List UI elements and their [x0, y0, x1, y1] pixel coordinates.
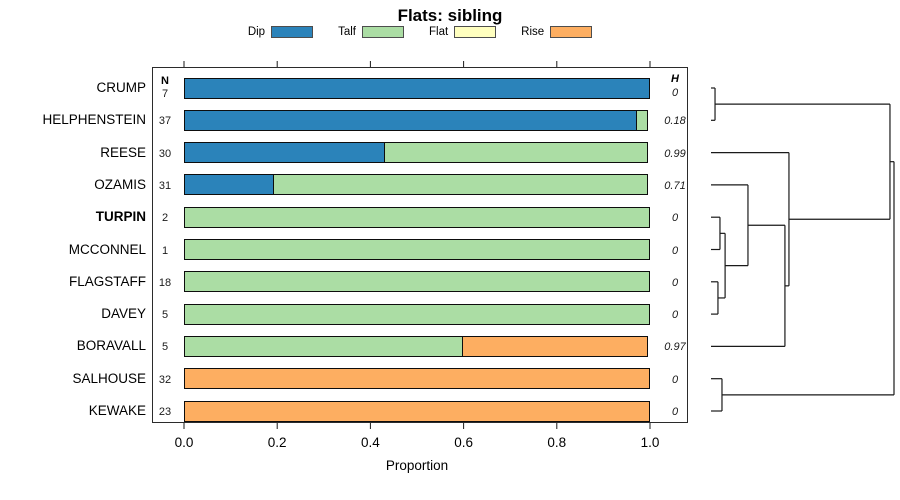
n-value: 30 — [158, 147, 172, 160]
n-value: 1 — [161, 244, 169, 257]
legend-swatch — [550, 26, 593, 38]
n-column-header: N — [161, 75, 169, 87]
bar-segment-talf — [184, 303, 650, 325]
h-column-header: H — [671, 73, 679, 85]
bar-segment-talf — [384, 142, 649, 164]
row-label-ozamis: OZAMIS — [94, 176, 146, 192]
legend-item-flat: Flat — [428, 26, 497, 38]
bar-segment-talf — [184, 271, 650, 293]
bar-segment-talf — [635, 109, 649, 131]
stacked-bar-salhouse — [184, 368, 650, 390]
stacked-bar-helphenstein — [184, 109, 650, 131]
row-label-salhouse: SALHOUSE — [72, 370, 146, 386]
n-value: 7 — [161, 88, 169, 100]
legend-item-rise: Rise — [521, 26, 593, 38]
h-value: 0.18 — [664, 115, 686, 128]
n-value: 2 — [161, 212, 169, 225]
plot-frame — [152, 67, 688, 423]
legend-swatch — [271, 26, 314, 38]
n-value: 31 — [158, 179, 172, 192]
h-value: 0 — [671, 212, 679, 225]
n-value: 37 — [158, 115, 172, 128]
bar-segment-talf — [184, 206, 650, 228]
stacked-bar-flagstaff — [184, 271, 650, 293]
h-value: 0.99 — [664, 147, 686, 160]
row-label-flagstaff: FLAGSTAFF — [68, 273, 146, 289]
bar-segment-dip — [184, 77, 650, 99]
bar-segment-talf — [184, 239, 650, 260]
legend-item-talf: Talf — [338, 26, 404, 38]
h-value: 0 — [671, 373, 679, 386]
x-axis-tick-label: 0.8 — [547, 435, 567, 450]
x-axis-tick-label: 0.4 — [361, 435, 380, 450]
h-value: 0 — [671, 276, 679, 289]
x-axis-label: Proportion — [385, 458, 449, 473]
stacked-bar-kewake — [184, 400, 650, 422]
h-value: 0 — [671, 87, 679, 99]
row-label-mcconnel: MCCONNEL — [68, 241, 146, 257]
h-value: 0 — [671, 244, 679, 257]
row-label-kewake: KEWAKE — [88, 403, 146, 418]
n-value: 18 — [158, 276, 172, 289]
h-value: 0 — [671, 309, 679, 322]
n-value: 5 — [161, 309, 169, 322]
x-axis-tick-label: 0.2 — [267, 435, 287, 450]
n-value: 23 — [158, 406, 172, 418]
h-value: 0 — [671, 406, 679, 418]
stacked-bar-boravall — [184, 335, 650, 357]
stacked-bar-turpin — [184, 206, 650, 228]
h-value: 0.97 — [664, 341, 686, 354]
stacked-bar-ozamis — [184, 174, 650, 196]
chart-legend: Dip Talf Flat Rise — [0, 26, 840, 38]
legend-label: Flat — [428, 26, 449, 38]
row-label-boravall: BORAVALL — [76, 338, 146, 354]
bar-segment-rise — [184, 368, 650, 390]
x-axis-tick-label: 0.0 — [174, 435, 194, 450]
legend-item-dip: Dip — [247, 26, 314, 38]
row-label-turpin: TURPIN — [95, 209, 146, 225]
legend-label: Dip — [247, 26, 266, 38]
row-label-davey: DAVEY — [101, 306, 146, 322]
stacked-bar-crump — [184, 77, 650, 99]
n-value: 5 — [161, 341, 169, 354]
legend-label: Rise — [521, 26, 545, 38]
stacked-bar-reese — [184, 142, 650, 164]
stacked-bar-davey — [184, 303, 650, 325]
x-axis-tick-label: 1.0 — [640, 435, 660, 450]
h-value: 0.71 — [664, 179, 686, 192]
n-value: 32 — [158, 373, 172, 386]
bar-segment-rise — [184, 400, 650, 422]
x-axis-tick-label: 0.6 — [454, 435, 473, 450]
row-label-crump: CRUMP — [96, 80, 147, 95]
chart-title: Flats: sibling — [397, 6, 503, 25]
row-label-reese: REESE — [100, 144, 146, 160]
legend-swatch — [361, 26, 404, 38]
legend-swatch — [454, 26, 497, 38]
stacked-bar-mcconnel — [184, 239, 650, 260]
bar-segment-talf — [272, 174, 649, 196]
row-label-helphenstein: HELPHENSTEIN — [42, 112, 146, 128]
bar-segment-rise — [462, 335, 649, 357]
legend-label: Talf — [338, 26, 356, 38]
